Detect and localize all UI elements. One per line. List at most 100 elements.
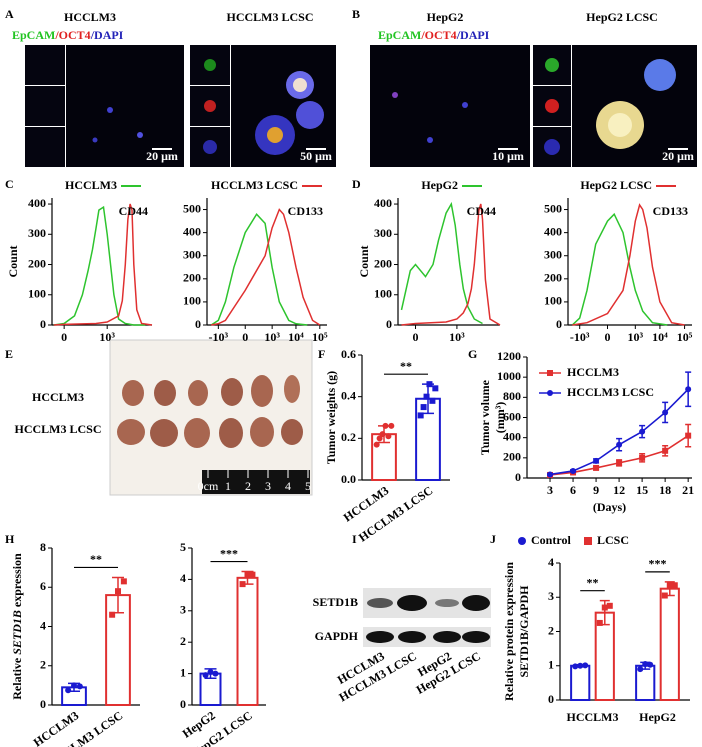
protein-label: GAPDH <box>315 629 359 643</box>
marker <box>601 604 608 611</box>
panel-letter: B <box>352 7 360 21</box>
marker <box>423 393 430 400</box>
ruler-label: 3 <box>265 479 271 493</box>
x-tick-label: -10³ <box>209 330 229 344</box>
marker <box>249 571 256 578</box>
y-tick-label: 800 <box>503 389 521 403</box>
cell <box>137 132 143 138</box>
y-tick-label: 4 <box>180 571 186 585</box>
x-tick-label: HepG2 <box>639 710 676 724</box>
image-title: HepG2 <box>427 10 464 24</box>
cell <box>462 102 468 108</box>
legend-label: HepG2 <box>421 178 458 192</box>
y-axis-label-part: expression <box>10 553 24 610</box>
tumor <box>219 418 243 448</box>
x-tick-label: 6 <box>570 483 576 497</box>
cell <box>204 59 216 71</box>
y-axis-label: SETD1B/GAPDH <box>517 585 531 678</box>
y-tick-label: 0.6 <box>341 347 356 361</box>
y-axis-label: Tumor weights (g) <box>324 371 338 464</box>
legend-label: Control <box>531 533 571 547</box>
bar <box>236 576 259 707</box>
row-label: HCCLM3 LCSC <box>14 422 101 436</box>
y-tick-label: 300 <box>28 226 46 240</box>
marker <box>115 588 121 595</box>
y-tick-label: 200 <box>503 450 521 464</box>
tumor <box>154 380 176 406</box>
y-tick-label: 300 <box>544 247 562 261</box>
band <box>462 631 490 643</box>
band <box>433 631 461 643</box>
histogram-line <box>210 212 308 326</box>
x-tick-label: 3 <box>547 483 553 497</box>
x-tick-label: 15 <box>636 483 648 497</box>
blot-strip <box>363 627 491 647</box>
ruler-label: 1 <box>225 479 231 493</box>
marker <box>637 666 644 673</box>
marker <box>388 422 395 429</box>
x-tick-label: HCCLM3 LCSC <box>356 483 435 544</box>
marker <box>661 592 668 599</box>
micro-image <box>370 45 530 167</box>
y-tick-label: 6 <box>40 579 46 593</box>
cell <box>608 113 632 137</box>
y-tick-label: 400 <box>544 224 562 238</box>
marker <box>518 537 526 545</box>
stain-label: EpCAM/OCT4/DAPI <box>378 28 490 42</box>
stain-label: EpCAM/OCT4/DAPI <box>12 28 124 42</box>
y-tick-label: 200 <box>28 256 46 270</box>
tumor <box>150 419 178 447</box>
x-tick-label: 0 <box>61 330 67 344</box>
y-tick-label: 0.2 <box>341 430 356 444</box>
x-tick-label: -10³ <box>570 330 590 344</box>
tumor <box>284 375 300 403</box>
band <box>366 631 394 643</box>
stain-part: /DAPI <box>456 28 490 42</box>
cell <box>107 107 113 113</box>
y-tick-label: 0 <box>556 317 562 331</box>
y-tick-label: 400 <box>503 429 521 443</box>
tumor <box>122 380 144 406</box>
marker <box>76 683 83 690</box>
western-blot <box>363 588 491 647</box>
tumor-photo <box>109 339 313 496</box>
photo-background <box>109 339 313 496</box>
panel-letter: C <box>5 177 14 191</box>
y-tick-label: 2 <box>40 658 46 672</box>
y-axis-label: Tumor volume <box>478 379 492 455</box>
y-tick-label: 400 <box>183 224 201 238</box>
significance-label: *** <box>220 546 238 560</box>
significance-label: ** <box>587 575 599 589</box>
marker <box>202 672 209 679</box>
y-tick-label: 600 <box>503 409 521 423</box>
legend-label: HCCLM3 LCSC <box>211 178 298 192</box>
panel-letter: F <box>318 347 325 361</box>
y-tick-label: 0 <box>195 317 201 331</box>
y-tick-label: 500 <box>183 201 201 215</box>
y-tick-label: 1 <box>180 665 186 679</box>
cell <box>293 78 307 92</box>
marker <box>596 619 603 626</box>
marker <box>570 467 577 474</box>
y-axis-label: Count <box>6 245 20 277</box>
bar <box>659 587 680 701</box>
tumor <box>281 419 303 445</box>
tumor <box>117 419 145 445</box>
y-tick-label: 3 <box>180 603 186 617</box>
cell <box>545 58 559 72</box>
y-tick-label: 300 <box>374 226 392 240</box>
cell <box>267 127 283 143</box>
y-tick-label: 0 <box>40 317 46 331</box>
histogram-line <box>53 205 146 326</box>
y-axis-label: Relative SETD1B expression <box>10 553 24 700</box>
marker-label: CD133 <box>288 204 323 218</box>
x-tick-label: 10³ <box>628 330 644 344</box>
x-tick-label: 0 <box>605 330 611 344</box>
significance-label: ** <box>400 359 412 373</box>
marker-label: CD44 <box>119 204 148 218</box>
marker <box>685 432 692 439</box>
marker <box>239 581 246 588</box>
panel-letter: I <box>352 532 357 546</box>
marker <box>606 602 613 609</box>
scale-bar-label: 10 μm <box>492 149 524 163</box>
